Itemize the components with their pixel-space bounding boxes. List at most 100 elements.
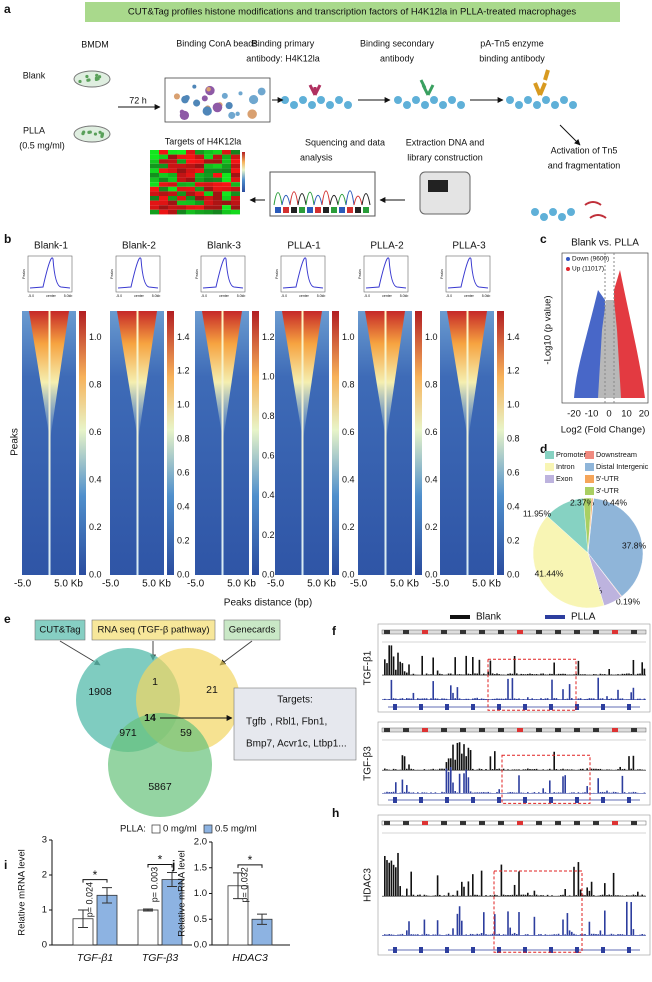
track-signal [542,788,544,794]
track-signal [610,674,613,676]
x-label: -5.0 [432,579,450,590]
track-signal [511,673,514,676]
nucleosome [412,96,420,104]
panel-letter: c [540,232,547,246]
track-signal [454,759,456,771]
track-signal [590,768,593,771]
track-signal [403,671,406,676]
track-signal [610,933,613,936]
track-signal [458,906,461,936]
colorbar-label: 0.2 [425,522,438,532]
track-signal [643,792,646,794]
dish [73,70,111,88]
track-signal [604,910,606,936]
track-signal [423,919,426,936]
track-signal [436,670,439,676]
track-signal [615,895,617,897]
exon [575,947,579,953]
track-signal [533,890,536,897]
track-signal [480,870,483,897]
track-signal [516,792,518,794]
track-signal [441,674,443,676]
track-signal [590,933,593,936]
heat-cell [213,196,222,201]
track-signal [612,698,615,700]
track-signal [392,864,395,897]
error-bar [78,909,88,928]
heat-cell [177,163,186,169]
heat-cell [204,163,213,169]
nucleosome [524,96,532,104]
track-signal [421,655,423,676]
x-label: -5.0 [350,579,368,590]
sequencer [419,171,471,215]
heat-cell [159,177,168,183]
nucleosome [551,101,559,109]
track-signal [474,698,476,700]
cell [87,78,91,82]
track-signal [500,769,503,771]
colorbar-label: 0.2 [177,535,190,545]
track-signal [584,674,586,676]
track-signal [472,698,474,700]
track-signal [601,934,604,936]
heat-cell [231,168,240,173]
cell [100,134,104,138]
chromatogram-peak [321,190,331,206]
track-signal [538,792,540,794]
track-signal [544,792,547,794]
track-signal [531,698,533,700]
track-signal [502,698,505,700]
track-signal [560,673,562,676]
track-signal [397,652,399,676]
chromatogram-peak [361,193,371,206]
legend-label: 5'-UTR [596,474,619,483]
heat-cell [231,177,240,183]
chromatogram-peak [353,195,363,206]
track-signal [524,934,527,936]
track-signal [582,894,584,897]
colorbar [415,311,422,575]
track-signal [610,895,613,897]
track-signal [540,698,542,700]
chromatogram-peak [305,191,315,206]
track-signal [549,673,551,676]
track-signal [397,852,399,897]
nucleosome [457,101,465,109]
venn-count: 59 [180,727,192,739]
heat-cell [213,150,222,155]
ruler-block [517,630,523,634]
track-signal [531,769,533,771]
track-signal [520,673,522,676]
ruler-block [631,630,637,634]
track-signal [434,792,437,794]
track-signal [604,883,606,897]
exon [419,947,423,953]
track-signal [516,698,518,700]
heat-cell [195,154,204,160]
track-signal [410,871,412,897]
step-label: binding antibody [479,53,545,63]
track-signal [474,934,476,936]
nucleosome [506,96,514,104]
nucleosome [335,96,343,104]
track-signal [551,679,553,700]
nucleosome [299,96,307,104]
track-signal [577,862,580,897]
track-signal [469,895,472,897]
exon [523,797,527,803]
dish [73,125,111,143]
heat-cell [213,191,222,196]
chromatogram-peak [297,193,307,206]
track-signal [619,895,621,897]
track-signal [555,674,558,676]
antibody [419,79,435,96]
track-signal [447,933,450,936]
colorbar-label: 0.6 [89,427,102,437]
heat-cell [177,154,186,160]
track-signal [498,789,500,794]
heat-cell [231,196,240,201]
track-signal [573,866,575,897]
track-signal [395,769,397,771]
colorbar [252,311,259,575]
